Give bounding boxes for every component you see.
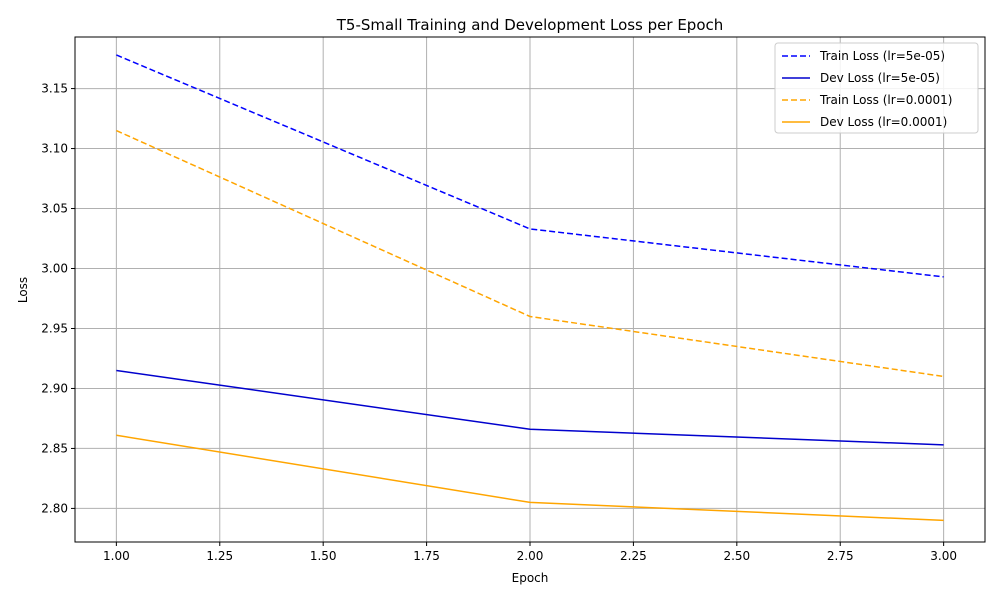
y-tick-label: 2.80: [41, 501, 68, 515]
legend-label: Train Loss (lr=0.0001): [819, 93, 952, 107]
y-tick-label: 3.10: [41, 142, 68, 156]
x-tick-label: 2.00: [517, 549, 544, 563]
x-tick-label: 1.25: [206, 549, 233, 563]
x-tick-label: 2.25: [620, 549, 647, 563]
series-line: [116, 434, 944, 522]
series-line: [116, 54, 944, 278]
chart-title: T5-Small Training and Development Loss p…: [336, 16, 724, 34]
series-line: [116, 129, 944, 378]
y-tick-label: 2.90: [41, 381, 68, 395]
legend-label: Dev Loss (lr=0.0001): [820, 115, 947, 129]
y-tick-label: 3.05: [41, 202, 68, 216]
grid: [75, 37, 985, 542]
y-tick-label: 3.15: [41, 82, 68, 96]
x-tick-label: 1.75: [413, 549, 440, 563]
x-axis-label: Epoch: [512, 571, 549, 585]
x-axis: 1.00 1.25 1.50 1.75 2.00 2.25 2.50 2.75 3.00: [103, 542, 957, 563]
series-line: [116, 369, 944, 446]
y-tick-label: 2.85: [41, 441, 68, 455]
legend-box: [774, 42, 979, 134]
y-tick-label: 3.00: [41, 262, 68, 276]
x-tick-label: 2.50: [723, 549, 750, 563]
x-tick-label: 1.50: [310, 549, 337, 563]
legend: Train Loss (lr=5e-05) Dev Loss (lr=5e-05)…: [774, 42, 979, 134]
x-tick-label: 2.75: [827, 549, 854, 563]
legend-label: Dev Loss (lr=5e-05): [820, 71, 940, 85]
legend-label: Train Loss (lr=5e-05): [819, 49, 945, 63]
x-tick-label: 3.00: [930, 549, 957, 563]
series-lines: [116, 54, 944, 522]
y-axis-label: Loss: [16, 277, 30, 303]
x-tick-label: 1.00: [103, 549, 130, 563]
y-axis: 2.80 2.85 2.90 2.95 3.00 3.05 3.10 3.15: [41, 82, 75, 515]
y-tick-label: 2.95: [41, 321, 68, 335]
